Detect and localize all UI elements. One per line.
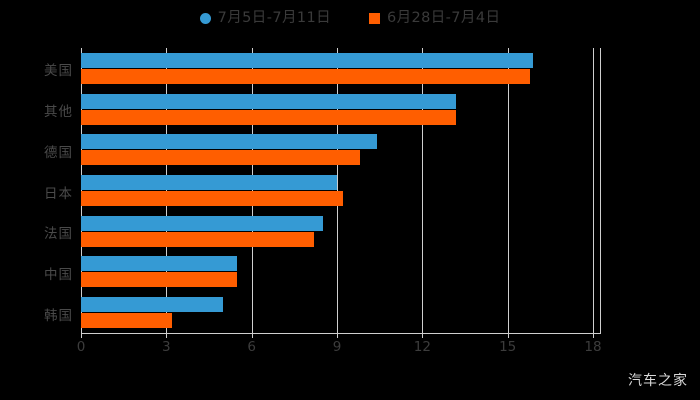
x-axis-tick-mark bbox=[422, 333, 424, 338]
bar[interactable] bbox=[81, 313, 173, 329]
legend-label: 6月28日-7月4日 bbox=[387, 9, 501, 26]
x-axis-tick-label: 3 bbox=[162, 339, 171, 355]
square-marker bbox=[369, 12, 380, 24]
x-axis-tick-label: 12 bbox=[413, 339, 431, 355]
bar[interactable] bbox=[81, 256, 238, 272]
bar[interactable] bbox=[81, 52, 534, 68]
bar[interactable] bbox=[81, 231, 315, 247]
y-axis-tick-label: 其他 bbox=[44, 104, 73, 121]
x-axis-tick-label: 18 bbox=[584, 339, 602, 355]
y-axis-tick-label: 日本 bbox=[44, 185, 73, 202]
y-axis-tick-label: 中国 bbox=[44, 266, 73, 283]
x-axis-tick-mark bbox=[166, 333, 168, 338]
bar[interactable] bbox=[81, 191, 343, 206]
y-axis-tick-label: 韩国 bbox=[44, 307, 73, 324]
legend-label: 7月5日-7月11日 bbox=[217, 9, 331, 26]
x-axis-tick-label: 15 bbox=[499, 339, 517, 355]
gridline-vertical bbox=[166, 48, 168, 333]
gridline-vertical bbox=[337, 48, 338, 333]
x-axis-tick-mark bbox=[337, 333, 338, 338]
bar[interactable] bbox=[81, 150, 360, 166]
bar[interactable] bbox=[81, 68, 531, 84]
legend-entry[interactable]: 7月5日-7月11日 bbox=[199, 9, 331, 26]
bar[interactable] bbox=[81, 297, 224, 313]
x-axis-tick-mark bbox=[251, 333, 253, 338]
bar[interactable] bbox=[81, 134, 377, 150]
x-axis-tick-label: 9 bbox=[332, 339, 342, 355]
bar[interactable] bbox=[81, 272, 238, 288]
gridline-vertical bbox=[593, 48, 594, 333]
y-axis-tick-label: 德国 bbox=[44, 144, 73, 161]
gridline-vertical bbox=[422, 48, 424, 333]
bar[interactable] bbox=[81, 93, 457, 109]
x-axis-line bbox=[81, 333, 601, 334]
bar[interactable] bbox=[81, 215, 323, 231]
x-axis-tick-mark bbox=[593, 333, 594, 338]
circle-marker bbox=[199, 12, 211, 24]
x-axis-tick-label: 0 bbox=[76, 339, 86, 355]
gridline-vertical bbox=[507, 48, 509, 333]
gridline-vertical bbox=[81, 48, 82, 333]
plot-right-border bbox=[600, 48, 601, 333]
watermark-label: 汽车之家 bbox=[628, 373, 688, 389]
y-axis-tick-label: 法国 bbox=[44, 226, 73, 243]
chart-legend: 7月5日-7月11日 6月28日-7月4日 bbox=[0, 6, 700, 30]
legend-entry[interactable]: 6月28日-7月4日 bbox=[369, 11, 500, 26]
x-axis-tick-mark bbox=[81, 333, 82, 338]
y-axis-tick-label: 美国 bbox=[44, 63, 73, 80]
bar[interactable] bbox=[81, 109, 457, 125]
plot-area bbox=[81, 48, 594, 333]
gridline-vertical bbox=[251, 48, 253, 333]
x-axis-tick-mark bbox=[507, 333, 509, 338]
y-axis-labels: 美国其他德国日本法国中国韩国 bbox=[0, 48, 73, 333]
bar[interactable] bbox=[81, 175, 337, 190]
x-axis-tick-label: 6 bbox=[247, 339, 256, 355]
